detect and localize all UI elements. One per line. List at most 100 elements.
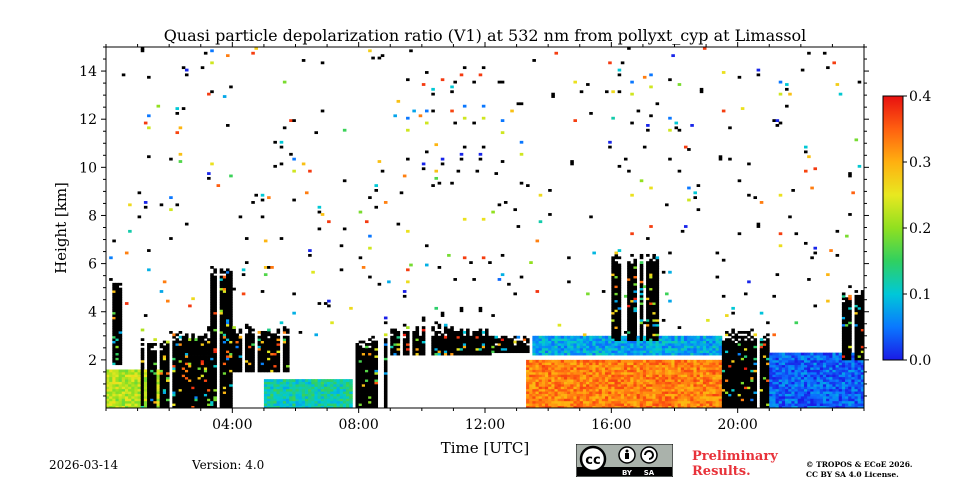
heatmap-cell <box>592 367 596 370</box>
heatmap-cell <box>687 379 691 382</box>
heatmap-cell <box>292 379 296 382</box>
heatmap-cell <box>646 237 650 240</box>
heatmap-cell <box>112 376 116 380</box>
heatmap-cell <box>162 400 167 404</box>
heatmap-cell <box>652 403 656 406</box>
heatmap-cell <box>213 395 217 399</box>
heatmap-cell <box>526 362 530 366</box>
heatmap-cell <box>213 371 217 375</box>
heatmap-cell <box>699 374 704 378</box>
heatmap-cell <box>538 352 543 356</box>
heatmap-cell <box>702 383 707 387</box>
heatmap-cell <box>728 383 732 387</box>
heatmap-cell <box>137 400 142 404</box>
heatmap-cell <box>655 326 660 329</box>
heatmap-cell <box>576 359 581 363</box>
heatmap-cell <box>526 350 530 354</box>
heatmap-cell <box>636 367 641 370</box>
heatmap-cell <box>106 371 110 375</box>
heatmap-cell <box>661 383 666 387</box>
heatmap-cell <box>582 383 587 387</box>
heatmap-cell <box>115 338 120 342</box>
heatmap-cell <box>263 338 268 342</box>
heatmap-cell <box>222 285 227 289</box>
heatmap-cell <box>267 393 271 397</box>
heatmap-cell <box>270 398 274 402</box>
heatmap-cell <box>687 367 691 370</box>
heatmap-cell <box>200 345 205 349</box>
heatmap-cell <box>140 381 145 385</box>
heatmap-cell <box>194 388 198 392</box>
heatmap-cell <box>563 398 568 402</box>
heatmap-cell <box>383 398 388 402</box>
heatmap-cell <box>614 359 619 363</box>
heatmap-cell <box>270 364 274 368</box>
heatmap-cell <box>263 395 268 399</box>
heatmap-cell <box>406 345 410 349</box>
heatmap-cell <box>576 367 581 370</box>
heatmap-cell <box>630 398 634 402</box>
heatmap-cell <box>150 395 154 399</box>
heatmap-cell <box>687 391 691 394</box>
heatmap-cell <box>642 391 647 394</box>
heatmap-cell <box>248 345 252 349</box>
heatmap-cell <box>649 114 653 118</box>
heatmap-cell <box>169 196 173 200</box>
heatmap-cell <box>579 391 584 394</box>
heatmap-cell <box>263 340 268 344</box>
heatmap-cell <box>633 362 637 366</box>
heatmap-cell <box>147 395 151 399</box>
heatmap-cell <box>346 398 350 402</box>
heatmap-cell <box>194 338 198 342</box>
heatmap-cell <box>267 400 271 404</box>
heatmap-cell <box>109 398 113 402</box>
heatmap-cell <box>200 367 205 370</box>
heatmap-cell <box>627 266 631 269</box>
heatmap-cell <box>494 338 499 342</box>
heatmap-cell <box>646 314 650 317</box>
heatmap-cell <box>570 400 574 404</box>
heatmap-cell <box>402 338 407 342</box>
heatmap-cell <box>589 352 593 356</box>
heatmap-cell <box>680 364 685 368</box>
heatmap-cell <box>516 345 521 349</box>
heatmap-cell <box>219 369 224 373</box>
heatmap-cell <box>718 347 723 351</box>
heatmap-cell <box>633 306 637 310</box>
heatmap-cell <box>652 345 656 349</box>
heatmap-cell <box>390 352 394 356</box>
heatmap-cell <box>273 357 277 361</box>
heatmap-cell <box>121 386 126 390</box>
heatmap-cell <box>529 374 533 378</box>
heatmap-cell <box>210 316 214 320</box>
heatmap-cell <box>118 350 123 354</box>
heatmap-cell <box>630 273 634 277</box>
heatmap-cell <box>560 338 565 342</box>
heatmap-cell <box>500 347 505 351</box>
heatmap-cell <box>166 405 170 409</box>
heatmap-cell <box>137 376 142 380</box>
heatmap-cell <box>374 403 379 406</box>
heatmap-cell <box>323 391 328 394</box>
heatmap-cell <box>282 369 287 373</box>
heatmap-cell <box>213 343 217 346</box>
heatmap-cell <box>150 350 154 354</box>
heatmap-cell <box>418 352 423 356</box>
heatmap-cell <box>156 393 161 397</box>
heatmap-cell <box>554 51 559 55</box>
heatmap-cell <box>383 376 388 380</box>
heatmap-cell <box>579 350 584 354</box>
heatmap-cell <box>178 405 183 409</box>
heatmap-cell <box>579 362 584 366</box>
heatmap-cell <box>213 321 217 325</box>
heatmap-cell <box>614 251 619 255</box>
heatmap-cell <box>541 352 546 356</box>
heatmap-cell <box>330 398 334 402</box>
heatmap-cell <box>652 270 656 274</box>
heatmap-cell <box>541 359 546 363</box>
heatmap-cell <box>112 388 116 392</box>
heatmap-cell <box>526 391 530 394</box>
heatmap-cell <box>109 383 113 387</box>
heatmap-cell <box>548 395 552 399</box>
heatmap-cell <box>308 395 312 399</box>
